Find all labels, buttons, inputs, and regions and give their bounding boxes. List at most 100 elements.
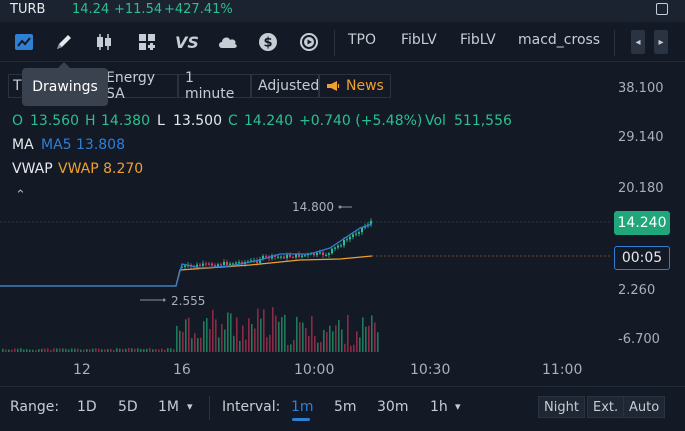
candle	[235, 262, 237, 264]
volume-bar	[245, 339, 247, 352]
volume-bar	[179, 330, 181, 352]
volume-bar	[158, 349, 160, 352]
volume-bar	[65, 348, 67, 352]
indicator-fiblv-1[interactable]: FibLV	[401, 32, 437, 48]
volume-bar	[116, 348, 118, 352]
volume-bar	[338, 320, 340, 352]
cloud-icon[interactable]	[217, 32, 239, 52]
volume-bar	[152, 349, 154, 352]
volume-bar	[275, 315, 277, 352]
indicator-tpo[interactable]: TPO	[348, 32, 377, 48]
volume-bar	[311, 316, 313, 352]
volume-bar	[125, 348, 127, 352]
candle	[181, 266, 183, 268]
range-dropdown-icon[interactable]: ▾	[187, 400, 193, 413]
volume-bar	[119, 348, 121, 352]
volume-bar	[56, 348, 58, 352]
volume-bar	[80, 349, 82, 352]
candles	[181, 218, 372, 269]
interval-5m[interactable]: 5m	[334, 399, 357, 415]
svg-text:$: $	[263, 36, 272, 51]
volume-bar	[296, 316, 298, 352]
candle	[343, 239, 345, 246]
extended-session-button[interactable]: Ext.	[587, 396, 625, 418]
indicator-macd-cross[interactable]: macd_cross	[518, 32, 601, 48]
candle	[334, 247, 336, 249]
ohlc-open-label: O	[12, 113, 24, 129]
tooltip-arrow	[58, 62, 70, 68]
volume-bar	[254, 328, 256, 352]
x-tick: 10:00	[294, 362, 335, 378]
range-5d[interactable]: 5D	[118, 399, 138, 415]
candlestick-icon[interactable]	[93, 32, 115, 52]
volume-bar	[269, 334, 271, 352]
range-1m[interactable]: 1M	[158, 399, 179, 415]
auto-scale-button[interactable]: Auto	[623, 396, 666, 418]
volume-bar	[341, 329, 343, 352]
volume-bar	[239, 340, 241, 352]
candle	[319, 252, 321, 254]
vwap-line	[0, 255, 373, 287]
chart-type-icon[interactable]	[13, 32, 35, 52]
low-marker-dot	[162, 298, 166, 302]
interval-1m[interactable]: 1m	[291, 399, 314, 415]
volume-bar	[224, 329, 226, 352]
volume-bar	[302, 322, 304, 352]
candle	[301, 255, 303, 257]
candle	[349, 236, 351, 240]
volume-bar	[185, 319, 187, 352]
candle	[298, 254, 300, 257]
candle	[331, 248, 333, 254]
bar-countdown-tag: 00:05	[614, 246, 670, 270]
ohlc-close-label: C	[228, 113, 238, 129]
volume-bar	[29, 349, 31, 352]
candle	[316, 253, 318, 256]
volume-bar	[281, 317, 283, 352]
vwap-label[interactable]: VWAP	[12, 161, 53, 177]
dollar-icon[interactable]: $	[257, 32, 279, 52]
candle	[226, 261, 228, 265]
volume-bar	[293, 339, 295, 352]
candle	[370, 221, 372, 225]
interval-1h[interactable]: 1h	[430, 399, 448, 415]
drawings-tooltip: Drawings	[22, 68, 108, 106]
low-annotation: 2.555	[171, 294, 205, 308]
range-1d[interactable]: 1D	[77, 399, 97, 415]
candle	[361, 227, 363, 233]
volume-bar	[257, 308, 259, 352]
indicator-fiblv-2[interactable]: FibLV	[460, 32, 496, 48]
volume-bar	[104, 349, 106, 352]
news-chip[interactable]: News	[319, 74, 391, 98]
volume-bar	[176, 325, 178, 352]
volume-bar	[371, 315, 373, 352]
night-session-button[interactable]: Night	[538, 396, 585, 418]
maximize-icon[interactable]	[656, 3, 668, 15]
scroll-left-button[interactable]: ◂	[631, 30, 645, 54]
interval-dropdown-icon[interactable]: ▾	[455, 400, 461, 413]
price-chart[interactable]: 14.800 2.555	[0, 62, 610, 356]
replay-icon[interactable]	[298, 32, 320, 52]
candle	[295, 254, 297, 258]
volume-bar	[353, 344, 355, 352]
volume-bar	[272, 307, 274, 352]
candle	[277, 256, 279, 258]
volume-bar	[38, 349, 40, 352]
candle	[328, 253, 330, 255]
candle	[205, 263, 207, 265]
drawings-pen-icon[interactable]	[53, 32, 75, 52]
compare-vs-icon[interactable]: VS	[175, 32, 199, 52]
interval-30m[interactable]: 30m	[377, 399, 409, 415]
volume-bar	[110, 348, 112, 352]
interval-label: Interval:	[222, 399, 281, 415]
last-price: 14.24	[72, 2, 110, 17]
ma-label[interactable]: MA	[12, 137, 34, 153]
scroll-right-button[interactable]: ▸	[654, 30, 668, 54]
volume-bar	[230, 313, 232, 352]
adjusted-chip[interactable]: Adjusted	[251, 74, 319, 98]
widgets-icon[interactable]	[136, 32, 158, 52]
collapse-legend-icon[interactable]: ⌃	[15, 188, 26, 203]
volume-bar	[86, 348, 88, 352]
symbol-label[interactable]: TURB	[10, 2, 46, 17]
price-change: +11.54	[114, 2, 163, 17]
volume-bar	[356, 331, 358, 352]
